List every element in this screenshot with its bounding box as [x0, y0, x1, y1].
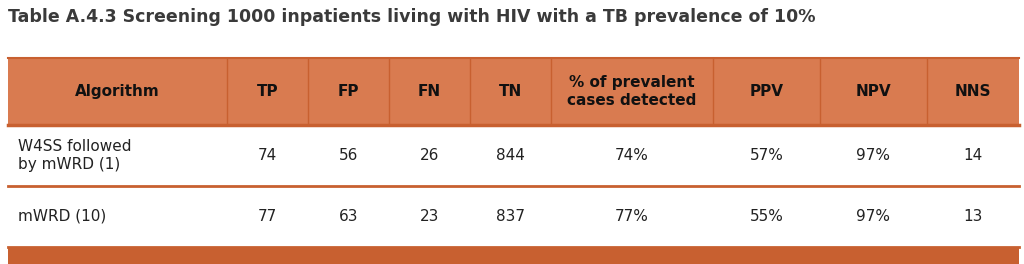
Bar — [8, 58, 1019, 125]
Text: 14: 14 — [964, 148, 982, 163]
Bar — [8, 125, 1019, 186]
Text: TP: TP — [257, 84, 279, 99]
Text: 55%: 55% — [750, 209, 783, 224]
Text: 97%: 97% — [856, 148, 891, 163]
Text: mWRD (10): mWRD (10) — [18, 209, 106, 224]
Text: 74: 74 — [258, 148, 278, 163]
Text: Table A.4.3 Screening 1000 inpatients living with HIV with a TB prevalence of 10: Table A.4.3 Screening 1000 inpatients li… — [8, 8, 816, 26]
Bar — [8, 186, 1019, 247]
Text: 74%: 74% — [615, 148, 649, 163]
Text: % of prevalent
cases detected: % of prevalent cases detected — [567, 76, 696, 108]
Text: 844: 844 — [496, 148, 524, 163]
Text: TN: TN — [499, 84, 522, 99]
Text: 13: 13 — [964, 209, 982, 224]
Text: 837: 837 — [496, 209, 524, 224]
Text: 56: 56 — [339, 148, 358, 163]
Text: 77: 77 — [258, 209, 278, 224]
Text: PPV: PPV — [750, 84, 783, 99]
Text: 97%: 97% — [856, 209, 891, 224]
Text: NNS: NNS — [954, 84, 991, 99]
Text: 26: 26 — [420, 148, 439, 163]
Text: Algorithm: Algorithm — [76, 84, 160, 99]
Text: FN: FN — [418, 84, 441, 99]
Text: 77%: 77% — [615, 209, 649, 224]
Text: 63: 63 — [339, 209, 358, 224]
Text: W4SS followed
by mWRD (1): W4SS followed by mWRD (1) — [18, 139, 132, 172]
Text: 57%: 57% — [750, 148, 783, 163]
Text: NPV: NPV — [856, 84, 891, 99]
Text: FP: FP — [338, 84, 359, 99]
Bar — [8, 247, 1019, 264]
Text: 23: 23 — [420, 209, 439, 224]
